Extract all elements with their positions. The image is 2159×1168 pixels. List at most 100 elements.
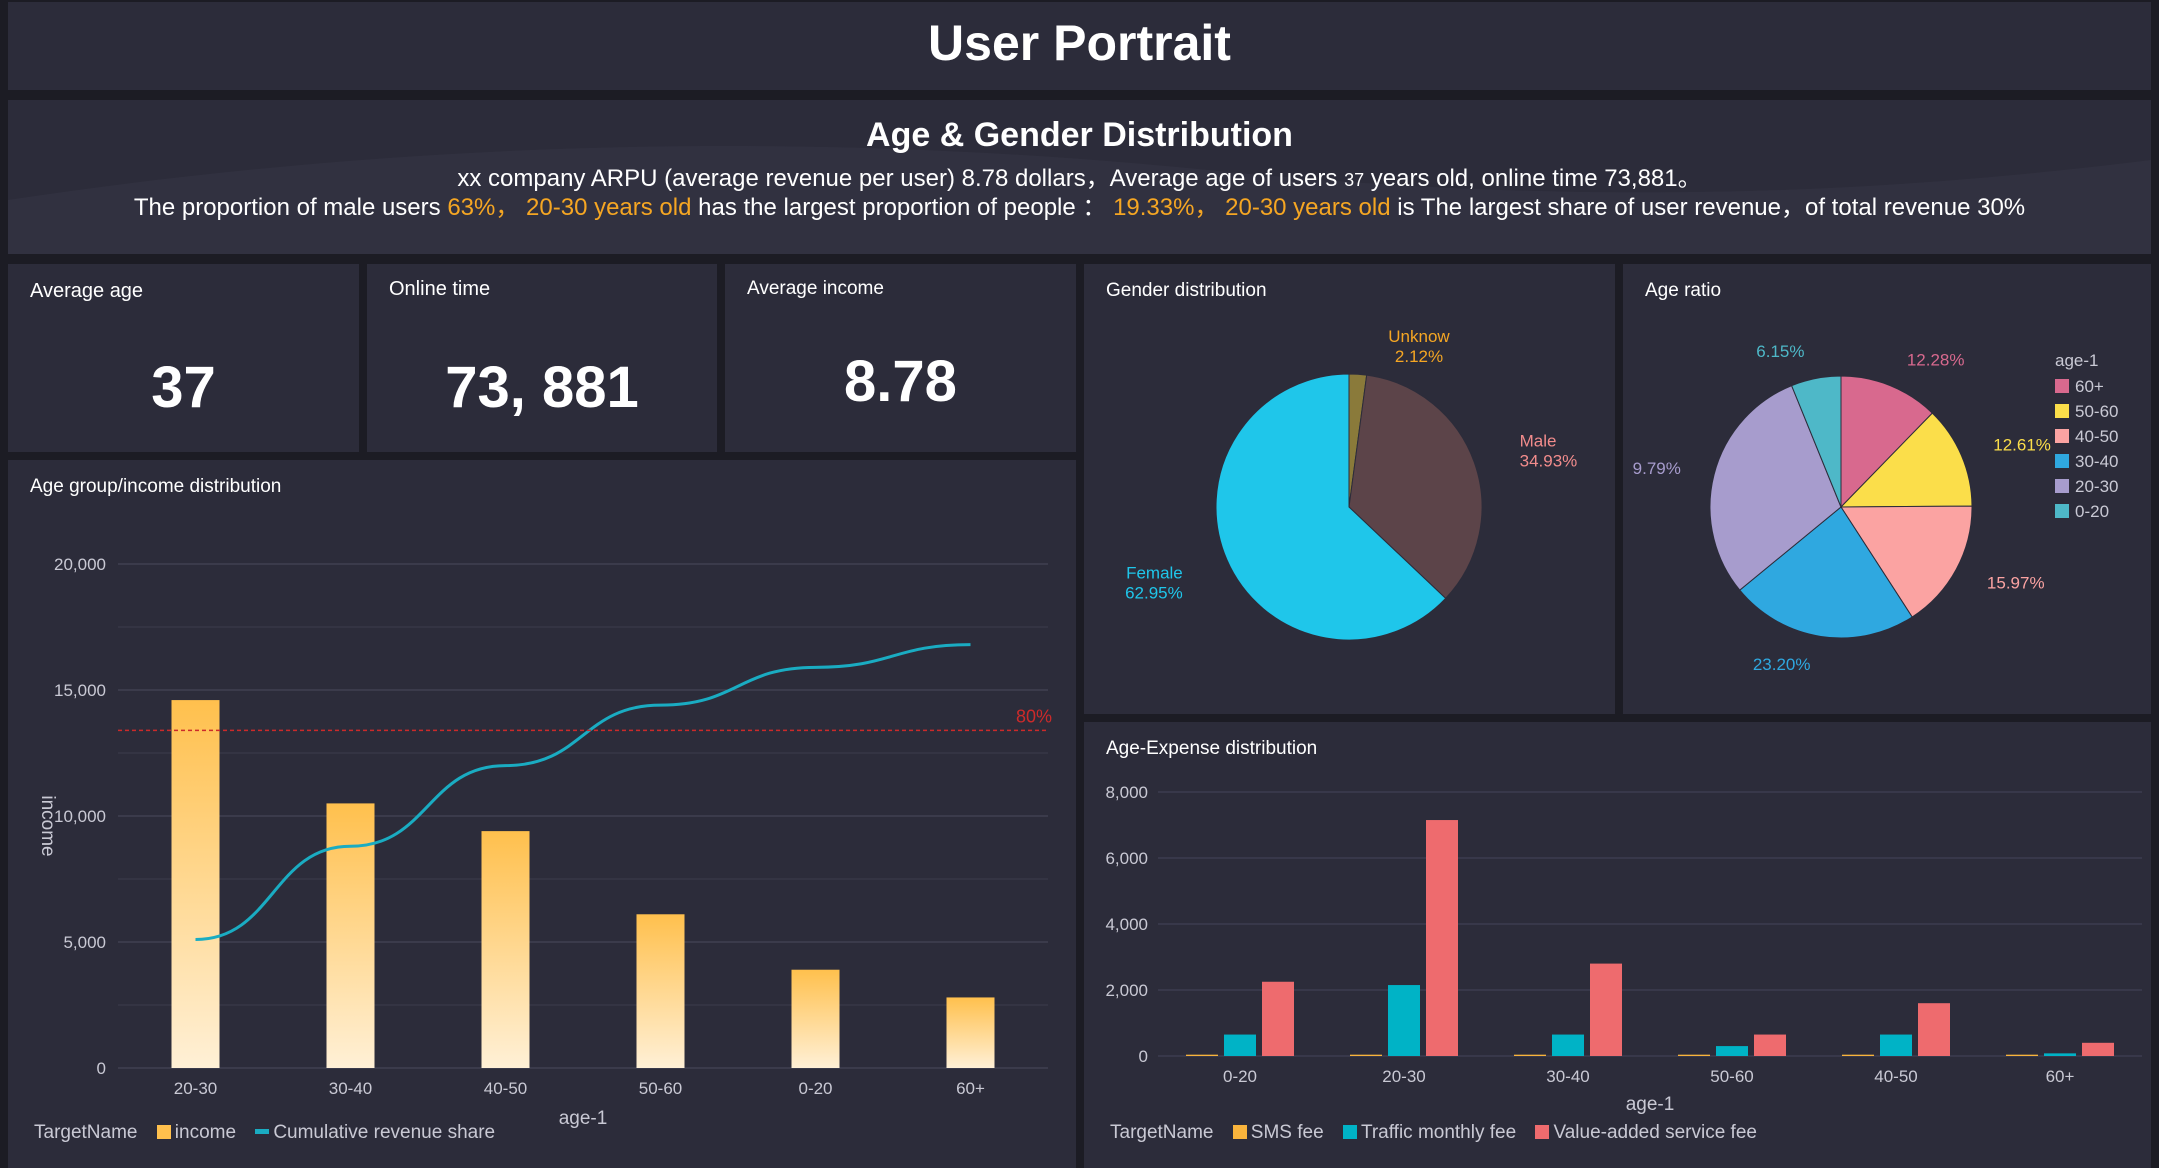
income-bar bbox=[171, 700, 220, 1068]
age-legend-label: 40-50 bbox=[2075, 427, 2118, 446]
age-legend-swatch bbox=[2055, 454, 2069, 468]
x-tick-label: 40-50 bbox=[484, 1079, 527, 1098]
gender-slice-name: Unknow bbox=[1388, 327, 1450, 346]
reference-line-label: 80% bbox=[1016, 706, 1052, 726]
income-legend: TargetName income Cumulative revenue sha… bbox=[34, 1122, 495, 1144]
expense-chart: 0 2,000 4,000 6,000 8,000 0-20 20-30 30-40 50-60… bbox=[1105, 783, 2142, 1115]
age-legend-label: 20-30 bbox=[2075, 477, 2118, 496]
expense-bar bbox=[1426, 820, 1458, 1056]
summary-highlight: 19.33%， 20-30 years old bbox=[1113, 194, 1391, 221]
legend-swatch bbox=[255, 1129, 270, 1134]
x-tick-label: 20-30 bbox=[174, 1079, 217, 1098]
age-slice bbox=[1739, 506, 1913, 639]
age-legend-label: 30-40 bbox=[2075, 452, 2118, 471]
x-tick-label: 0-20 bbox=[1223, 1067, 1257, 1086]
expense-bar bbox=[2006, 1054, 2038, 1056]
expense-bar bbox=[1678, 1054, 1710, 1056]
age-slice bbox=[1709, 385, 1842, 591]
expense-bar bbox=[1880, 1034, 1912, 1056]
legend-item-sms[interactable]: SMS fee bbox=[1250, 1122, 1324, 1143]
age-chart-panel: Age ratio 12.28% 12.61% 15.97% 23.20% 9.79% 6… bbox=[1623, 264, 2151, 714]
gender-slice-value: 62.95% bbox=[1125, 584, 1183, 603]
x-tick-label: 20-30 bbox=[1382, 1067, 1425, 1086]
summary-line-1: xx company ARPU (average revenue per use… bbox=[8, 158, 2151, 193]
age-legend-label: 0-20 bbox=[2075, 502, 2109, 521]
gender-slice-name: Male bbox=[1520, 432, 1557, 451]
page-title: User Portrait bbox=[928, 15, 1231, 71]
age-slice-value: 12.28% bbox=[1907, 351, 1965, 370]
expense-bar bbox=[1754, 1034, 1786, 1056]
legend-swatch bbox=[1342, 1125, 1357, 1139]
legend-item-income[interactable]: income bbox=[174, 1122, 237, 1143]
y-axis-title: income bbox=[37, 795, 58, 856]
gender-chart-panel: Gender distribution Unknow 2.12% Male 34.93… bbox=[1084, 264, 1615, 714]
income-bar bbox=[326, 803, 375, 1068]
gender-slice bbox=[1215, 373, 1447, 641]
age-slice bbox=[1840, 375, 1934, 509]
age-slice bbox=[1839, 412, 1973, 508]
expense-bar bbox=[1388, 985, 1420, 1056]
expense-bar bbox=[1552, 1034, 1584, 1056]
x-tick-label: 40-50 bbox=[1874, 1067, 1917, 1086]
chart-title: Age ratio bbox=[1645, 280, 1722, 301]
income-bar bbox=[481, 831, 530, 1068]
summary-text: The proportion of male users bbox=[133, 194, 448, 221]
gender-slice-name: Female bbox=[1126, 564, 1183, 583]
age-slice-value: 12.61% bbox=[1993, 436, 2051, 455]
summary-highlight: 63%， 20-30 years old bbox=[447, 194, 692, 221]
kpi-label: Average age bbox=[30, 280, 144, 302]
legend-title: TargetName bbox=[1110, 1122, 1214, 1143]
age-slice bbox=[1790, 375, 1842, 508]
age-legend-swatch bbox=[2055, 379, 2069, 393]
expense-bar bbox=[1262, 981, 1294, 1056]
legend-item-vas[interactable]: Value-added service fee bbox=[1553, 1122, 1757, 1143]
summary-text: is The largest share of user revenue，of … bbox=[1390, 194, 2026, 221]
expense-bar bbox=[1514, 1054, 1546, 1056]
age-pie: 12.28% 12.61% 15.97% 23.20% 9.79% 6.15% age-1 6… bbox=[1633, 342, 2119, 674]
summary-text: xx company ARPU (average revenue per use… bbox=[457, 165, 1345, 192]
y-tick-label: 0 bbox=[1139, 1047, 1148, 1066]
kpi-average-age: Average age 37 bbox=[8, 264, 359, 452]
chart-title: Gender distribution bbox=[1106, 280, 1267, 301]
expense-legend: TargetName SMS fee Traffic monthly fee V… bbox=[1110, 1122, 1757, 1144]
x-tick-label: 30-40 bbox=[1546, 1067, 1589, 1086]
age-slice-value: 9.79% bbox=[1633, 459, 1681, 478]
summary-text: has the largest proportion of people ： bbox=[691, 194, 1114, 221]
age-legend-swatch bbox=[2055, 479, 2069, 493]
y-tick-label: 5,000 bbox=[63, 933, 106, 952]
income-bar bbox=[791, 969, 840, 1068]
age-legend-label: 50-60 bbox=[2075, 402, 2118, 421]
kpi-label: Online time bbox=[389, 278, 491, 300]
header-panel: User Portrait bbox=[8, 2, 2151, 90]
expense-bar bbox=[1224, 1034, 1256, 1056]
x-tick-label: 60+ bbox=[956, 1079, 985, 1098]
income-chart-panel: Age group/income distribution 0 5,000 10,0… bbox=[8, 460, 1076, 1168]
y-tick-label: 8,000 bbox=[1105, 783, 1148, 802]
summary-title: Age & Gender Distribution bbox=[866, 116, 1293, 154]
age-slice-value: 15.97% bbox=[1987, 574, 2045, 593]
x-axis-title: age-1 bbox=[559, 1108, 608, 1129]
x-tick-label: 50-60 bbox=[639, 1079, 682, 1098]
expense-bar bbox=[1918, 1003, 1950, 1056]
chart-title: Age group/income distribution bbox=[30, 476, 282, 497]
expense-bar bbox=[1716, 1046, 1748, 1056]
legend-swatch bbox=[1232, 1125, 1247, 1139]
age-slice-value: 6.15% bbox=[1756, 342, 1804, 361]
y-tick-label: 4,000 bbox=[1105, 915, 1148, 934]
kpi-label: Average income bbox=[747, 278, 884, 299]
chart-title: Age-Expense distribution bbox=[1106, 738, 1318, 759]
kpi-online-time: Online time 73, 881 bbox=[367, 264, 717, 452]
legend-swatch bbox=[1535, 1125, 1550, 1139]
expense-bar bbox=[1186, 1054, 1218, 1056]
gender-slice bbox=[1348, 374, 1483, 600]
age-legend-swatch bbox=[2055, 404, 2069, 418]
legend-swatch bbox=[156, 1125, 171, 1139]
kpi-value: 37 bbox=[151, 355, 216, 420]
legend-item-cumulative[interactable]: Cumulative revenue share bbox=[273, 1122, 496, 1143]
age-legend-title: age-1 bbox=[2055, 351, 2098, 370]
age-slice-value: 23.20% bbox=[1753, 655, 1811, 674]
legend-item-traffic[interactable]: Traffic monthly fee bbox=[1360, 1122, 1517, 1143]
summary-panel: Age & Gender Distribution xx company ARP… bbox=[8, 100, 2151, 254]
expense-bar bbox=[1350, 1054, 1382, 1056]
